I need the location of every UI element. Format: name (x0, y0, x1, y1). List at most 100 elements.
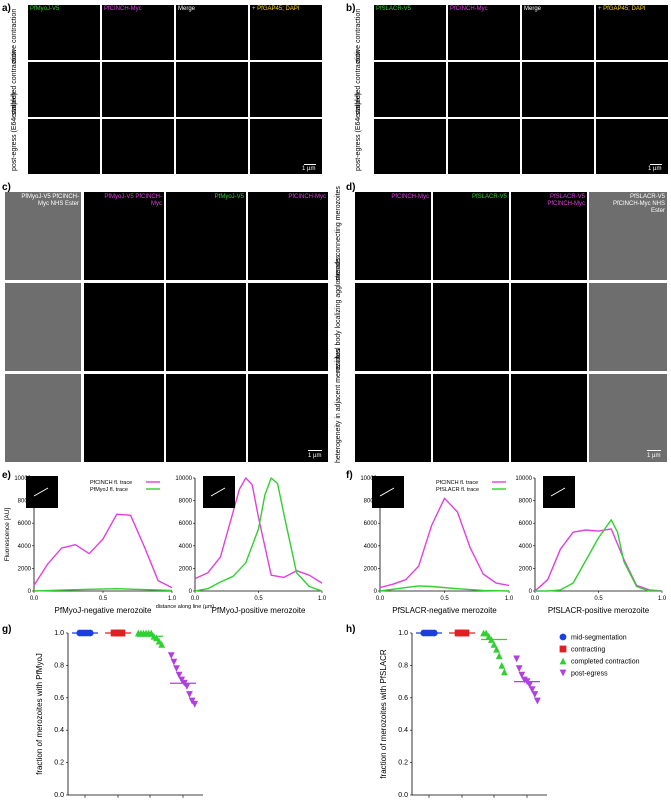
x-tick-label: 0.5 (594, 596, 603, 602)
channel-label: Merge (524, 6, 542, 12)
scale-bar (647, 450, 661, 451)
channel-label: PfCINCH-Myc (288, 194, 326, 200)
data-point (167, 652, 175, 660)
y-tick-label: 1.0 (54, 630, 64, 637)
panel-label-d: d) (346, 182, 356, 193)
micrograph: PfSLACR-V5 PfCINCH-Myc (511, 192, 587, 280)
line-trace-marker (550, 487, 566, 497)
y-tick-label: 0.0 (54, 792, 64, 799)
legend-label: post-egress (571, 671, 608, 678)
data-point (183, 683, 191, 690)
series-line (33, 513, 173, 589)
x-axis-label: PfMyoJ-negative merozoite (55, 606, 152, 615)
x-tick-label: 0.0 (531, 596, 540, 602)
panel-label-c: c) (2, 182, 11, 193)
data-point (175, 671, 183, 679)
micrograph (166, 374, 246, 462)
series-line (379, 497, 510, 589)
data-point (559, 633, 567, 641)
micrograph: PfSLACR-V5 (433, 192, 509, 280)
line-trace-marker (210, 487, 226, 497)
y-tick-label: 10000 (360, 476, 377, 482)
y-tick-label: 0.8 (398, 662, 408, 669)
micrograph (433, 374, 509, 462)
scale-label: 1 µm (302, 166, 316, 172)
micrograph (248, 283, 328, 371)
legend-label: PfMyoJ fl. trace (90, 487, 128, 493)
y-tick-label: 8000 (519, 499, 533, 505)
y-tick-label: 4000 (519, 544, 533, 550)
scale-label: 1 µm (647, 453, 661, 459)
micrograph (84, 283, 164, 371)
data-point (186, 691, 193, 698)
micrograph: Merge (522, 5, 594, 60)
data-point (158, 640, 166, 648)
y-tick-label: 0.8 (54, 662, 64, 669)
micrograph (522, 62, 594, 117)
data-point (490, 640, 498, 648)
series-line (194, 477, 323, 592)
line-trace-marker (379, 487, 395, 497)
y-tick-label: 2000 (18, 566, 32, 572)
channel-label: + PfGAP45; DAPI (598, 6, 646, 12)
micrograph (355, 283, 431, 371)
data-point (513, 655, 520, 663)
micrograph (176, 119, 248, 174)
micrograph (448, 119, 520, 174)
x-tick-label: 1.0 (505, 596, 514, 602)
x-tick-label: 1.0 (318, 596, 327, 602)
y-tick-label: 0 (374, 589, 378, 595)
data-point (559, 669, 567, 677)
y-tick-label: 0.6 (54, 695, 64, 702)
channel-label: PfSLACR-V5 PfCINCH-Myc (547, 194, 585, 207)
micrograph (250, 62, 322, 117)
y-tick-label: 8000 (179, 499, 193, 505)
x-tick-label: 0.0 (191, 596, 200, 602)
y-tick-label: 8000 (364, 499, 378, 505)
data-point (528, 686, 536, 694)
x-tick-label: 0.5 (440, 596, 449, 602)
micrograph (84, 374, 164, 462)
channel-label: PfSLACR-V5 (471, 194, 507, 200)
y-tick-label: 6000 (519, 521, 533, 527)
data-point (498, 662, 506, 669)
channel-label: PfMyoJ-V5 PfCINCH-Myc (104, 194, 162, 207)
y-axis-label: Fluorescence [AU] (4, 508, 11, 562)
x-tick-label: 0.5 (254, 596, 263, 602)
y-tick-label: 2000 (179, 566, 193, 572)
y-axis-label: fraction of merozoites with PfMyoJ (35, 653, 44, 775)
x-axis-label: distance along line (µm) (156, 604, 215, 610)
series-line (535, 519, 662, 592)
legend-label: contracting (571, 647, 605, 654)
legend-label: completed contraction (571, 659, 640, 666)
micrograph: 1 µm (596, 119, 668, 174)
micrograph: PfMyoJ-V5 PfCINCH-Myc NHS Ester (5, 192, 81, 280)
data-point (559, 645, 567, 653)
y-tick-label: 0 (28, 589, 32, 595)
micrograph (5, 283, 81, 371)
micrograph: Merge (176, 5, 248, 60)
series-line (534, 528, 663, 592)
micrograph (433, 283, 509, 371)
micrograph (589, 283, 667, 371)
micrograph (596, 62, 668, 117)
scale-bar (308, 450, 322, 451)
micrograph: 1 µm (250, 119, 322, 174)
channel-label: PfSLACR-V5 (376, 6, 412, 12)
x-tick-label: 0.0 (30, 596, 39, 602)
data-point (526, 681, 533, 689)
y-tick-label: 4000 (18, 544, 32, 550)
y-tick-label: 2000 (519, 566, 533, 572)
scale-label: 1 µm (308, 453, 322, 459)
data-point (173, 665, 180, 673)
micrograph (522, 119, 594, 174)
y-tick-label: 6000 (179, 521, 193, 527)
data-point (531, 691, 539, 698)
panel-label-g: g) (2, 624, 12, 635)
channel-label: + PfGAP45; DAPI (252, 6, 300, 12)
y-tick-label: 2000 (364, 566, 378, 572)
data-point (495, 652, 503, 660)
channel-label: PfMyoJ-V5 (214, 194, 244, 200)
y-tick-label: 10000 (14, 476, 31, 482)
series-line (379, 585, 510, 592)
